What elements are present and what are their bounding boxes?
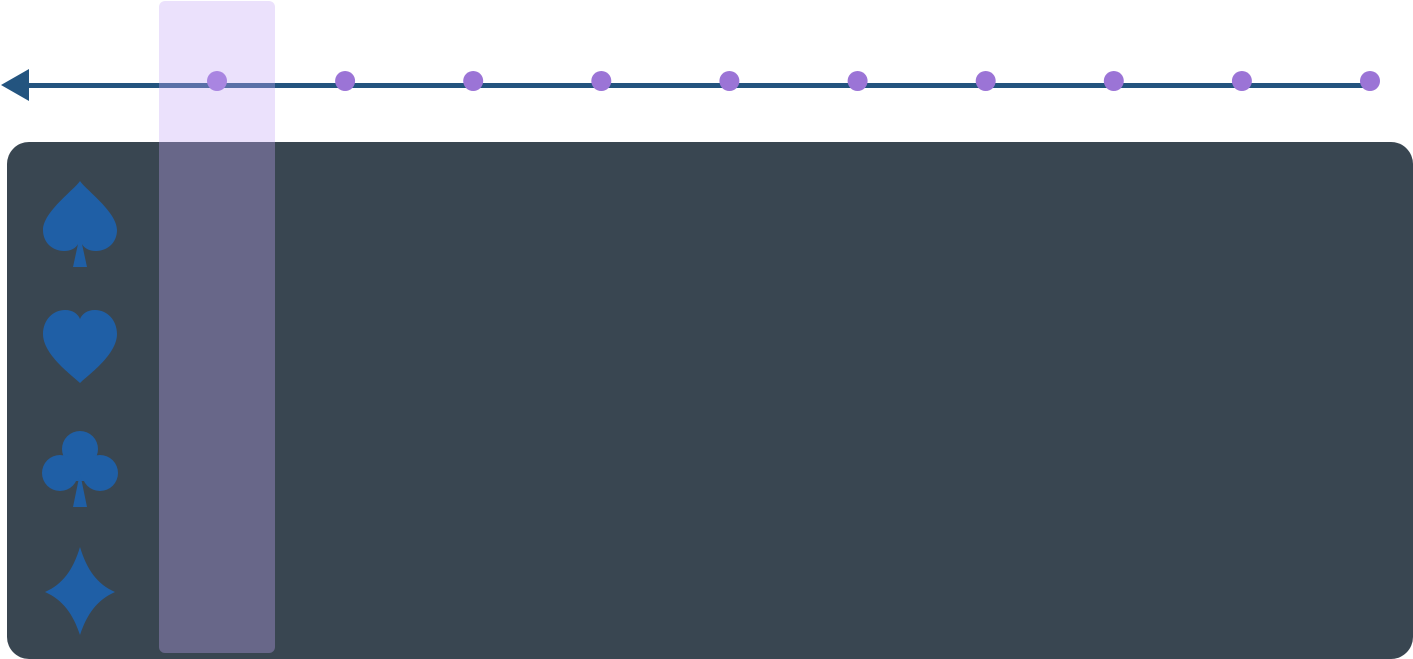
- step-marker-5[interactable]: [719, 71, 740, 91]
- step-marker-4[interactable]: [591, 71, 612, 91]
- spade-icon: [39, 180, 121, 272]
- step-marker-2[interactable]: [335, 71, 356, 91]
- step-marker-8[interactable]: [1103, 71, 1124, 91]
- timeline: [1, 69, 1380, 101]
- club-icon: [39, 429, 121, 521]
- selected-column-highlight[interactable]: [159, 1, 275, 653]
- arrow-left-icon[interactable]: [1, 69, 29, 101]
- step-marker-10[interactable]: [1360, 71, 1380, 91]
- step-marker-9[interactable]: [1231, 71, 1252, 91]
- step-marker-1[interactable]: [207, 71, 227, 91]
- step-marker-7[interactable]: [975, 71, 996, 91]
- step-marker-6[interactable]: [847, 71, 868, 91]
- step-markers: [207, 71, 1380, 91]
- timeline-line: [25, 83, 1370, 88]
- diamond-icon: [39, 546, 121, 638]
- step-marker-3[interactable]: [463, 71, 484, 91]
- heart-icon: [39, 307, 121, 399]
- game-board: [7, 142, 1413, 659]
